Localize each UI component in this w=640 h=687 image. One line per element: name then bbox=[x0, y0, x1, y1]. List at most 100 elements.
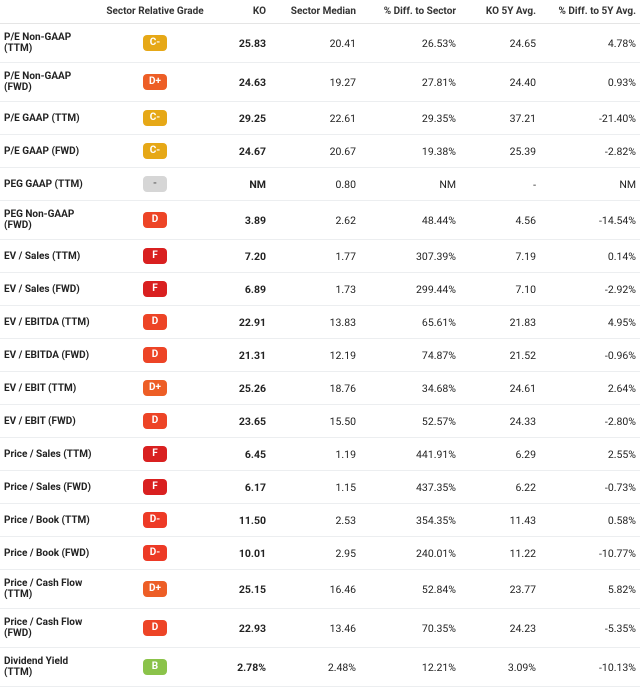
metric-label[interactable]: P/E Non-GAAP (TTM) bbox=[0, 24, 100, 63]
grade-badge[interactable]: D bbox=[143, 314, 167, 330]
grade-badge[interactable]: D bbox=[143, 620, 167, 636]
grade-badge[interactable]: F bbox=[143, 446, 167, 462]
cell-ko: 21.31 bbox=[210, 339, 270, 372]
grade-badge[interactable]: D bbox=[143, 347, 167, 363]
grade-badge[interactable]: F bbox=[143, 281, 167, 297]
cell-avg5: 24.40 bbox=[460, 63, 540, 102]
cell-avg5: 24.33 bbox=[460, 405, 540, 438]
grade-badge[interactable]: B bbox=[143, 659, 167, 675]
metric-label[interactable]: Price / Sales (TTM) bbox=[0, 438, 100, 471]
cell-diff_sector: 437.35% bbox=[360, 471, 460, 504]
metric-label[interactable]: Price / Book (FWD) bbox=[0, 537, 100, 570]
grade-cell: C- bbox=[100, 135, 210, 168]
grade-badge[interactable]: D bbox=[143, 212, 167, 228]
grade-badge[interactable]: F bbox=[143, 479, 167, 495]
cell-median: 1.77 bbox=[270, 240, 360, 273]
grade-badge[interactable]: F bbox=[143, 248, 167, 264]
table-row: Price / Sales (FWD)F6.171.15437.35%6.22-… bbox=[0, 471, 640, 504]
cell-diff_sector: 70.35% bbox=[360, 609, 460, 648]
cell-ko: 25.26 bbox=[210, 372, 270, 405]
grade-badge[interactable]: D- bbox=[143, 512, 167, 528]
metric-label[interactable]: EV / Sales (TTM) bbox=[0, 240, 100, 273]
metric-label[interactable]: EV / EBIT (TTM) bbox=[0, 372, 100, 405]
grade-cell: D+ bbox=[100, 372, 210, 405]
grade-badge[interactable]: C- bbox=[143, 143, 167, 159]
grade-cell: F bbox=[100, 471, 210, 504]
table-row: PEG Non-GAAP (FWD)D3.892.6248.44%4.56-14… bbox=[0, 201, 640, 240]
cell-diff_sector: NM bbox=[360, 168, 460, 201]
grade-cell: D bbox=[100, 405, 210, 438]
cell-diff_sector: 441.91% bbox=[360, 438, 460, 471]
metric-label[interactable]: P/E GAAP (TTM) bbox=[0, 102, 100, 135]
grade-badge[interactable]: D+ bbox=[143, 74, 167, 90]
table-row: EV / EBITDA (TTM)D22.9113.8365.61%21.834… bbox=[0, 306, 640, 339]
metric-label[interactable]: P/E GAAP (FWD) bbox=[0, 135, 100, 168]
cell-diff5: -14.54% bbox=[540, 201, 640, 240]
cell-diff5: 2.64% bbox=[540, 372, 640, 405]
grade-cell: F bbox=[100, 438, 210, 471]
cell-median: 2.53 bbox=[270, 504, 360, 537]
metric-label[interactable]: Dividend Yield (TTM) bbox=[0, 648, 100, 687]
table-row: P/E GAAP (FWD)C-24.6720.6719.38%25.39-2.… bbox=[0, 135, 640, 168]
cell-diff_sector: 307.39% bbox=[360, 240, 460, 273]
metric-label[interactable]: EV / EBITDA (TTM) bbox=[0, 306, 100, 339]
cell-avg5: 25.39 bbox=[460, 135, 540, 168]
grade-badge[interactable]: D bbox=[143, 413, 167, 429]
valuation-table: Sector Relative Grade KO Sector Median %… bbox=[0, 0, 640, 687]
grade-badge[interactable]: D- bbox=[143, 545, 167, 561]
cell-median: 0.80 bbox=[270, 168, 360, 201]
metric-label[interactable]: EV / Sales (FWD) bbox=[0, 273, 100, 306]
cell-median: 12.19 bbox=[270, 339, 360, 372]
cell-diff5: -0.73% bbox=[540, 471, 640, 504]
cell-ko: 7.20 bbox=[210, 240, 270, 273]
cell-ko: 24.63 bbox=[210, 63, 270, 102]
cell-avg5: 6.22 bbox=[460, 471, 540, 504]
cell-diff5: -10.77% bbox=[540, 537, 640, 570]
cell-diff_sector: 65.61% bbox=[360, 306, 460, 339]
cell-ko: 23.65 bbox=[210, 405, 270, 438]
cell-avg5: 11.43 bbox=[460, 504, 540, 537]
table-row: Price / Book (TTM)D-11.502.53354.35%11.4… bbox=[0, 504, 640, 537]
col-avg5: KO 5Y Avg. bbox=[460, 0, 540, 24]
grade-badge[interactable]: C- bbox=[143, 110, 167, 126]
metric-label[interactable]: EV / EBITDA (FWD) bbox=[0, 339, 100, 372]
metric-label[interactable]: Price / Cash Flow (TTM) bbox=[0, 570, 100, 609]
cell-median: 15.50 bbox=[270, 405, 360, 438]
cell-avg5: 23.77 bbox=[460, 570, 540, 609]
grade-badge[interactable]: C- bbox=[143, 35, 167, 51]
grade-badge[interactable]: D+ bbox=[143, 380, 167, 396]
cell-ko: 6.17 bbox=[210, 471, 270, 504]
grade-cell: F bbox=[100, 273, 210, 306]
cell-ko: 10.01 bbox=[210, 537, 270, 570]
table-row: Price / Cash Flow (FWD)D22.9313.4670.35%… bbox=[0, 609, 640, 648]
metric-label[interactable]: EV / EBIT (FWD) bbox=[0, 405, 100, 438]
metric-label[interactable]: PEG Non-GAAP (FWD) bbox=[0, 201, 100, 240]
cell-diff_sector: 29.35% bbox=[360, 102, 460, 135]
cell-diff_sector: 27.81% bbox=[360, 63, 460, 102]
metric-label[interactable]: Price / Sales (FWD) bbox=[0, 471, 100, 504]
grade-badge[interactable]: D+ bbox=[143, 581, 167, 597]
table-row: PEG GAAP (TTM)-NM0.80NM-NM bbox=[0, 168, 640, 201]
cell-ko: 24.67 bbox=[210, 135, 270, 168]
col-metric bbox=[0, 0, 100, 24]
table-row: EV / Sales (FWD)F6.891.73299.44%7.10-2.9… bbox=[0, 273, 640, 306]
cell-diff5: 0.14% bbox=[540, 240, 640, 273]
metric-label[interactable]: Price / Book (TTM) bbox=[0, 504, 100, 537]
grade-cell: C- bbox=[100, 24, 210, 63]
cell-avg5: 7.10 bbox=[460, 273, 540, 306]
cell-ko: 3.89 bbox=[210, 201, 270, 240]
cell-avg5: 4.56 bbox=[460, 201, 540, 240]
col-grade: Sector Relative Grade bbox=[100, 0, 210, 24]
metric-label[interactable]: PEG GAAP (TTM) bbox=[0, 168, 100, 201]
grade-badge[interactable]: - bbox=[143, 176, 167, 192]
cell-median: 20.41 bbox=[270, 24, 360, 63]
cell-avg5: 24.23 bbox=[460, 609, 540, 648]
cell-diff5: -2.92% bbox=[540, 273, 640, 306]
cell-avg5: 6.29 bbox=[460, 438, 540, 471]
table-row: Dividend Yield (TTM)B2.78%2.48%12.21%3.0… bbox=[0, 648, 640, 687]
grade-cell: D+ bbox=[100, 570, 210, 609]
metric-label[interactable]: Price / Cash Flow (FWD) bbox=[0, 609, 100, 648]
cell-avg5: 24.65 bbox=[460, 24, 540, 63]
cell-diff5: 0.93% bbox=[540, 63, 640, 102]
metric-label[interactable]: P/E Non-GAAP (FWD) bbox=[0, 63, 100, 102]
